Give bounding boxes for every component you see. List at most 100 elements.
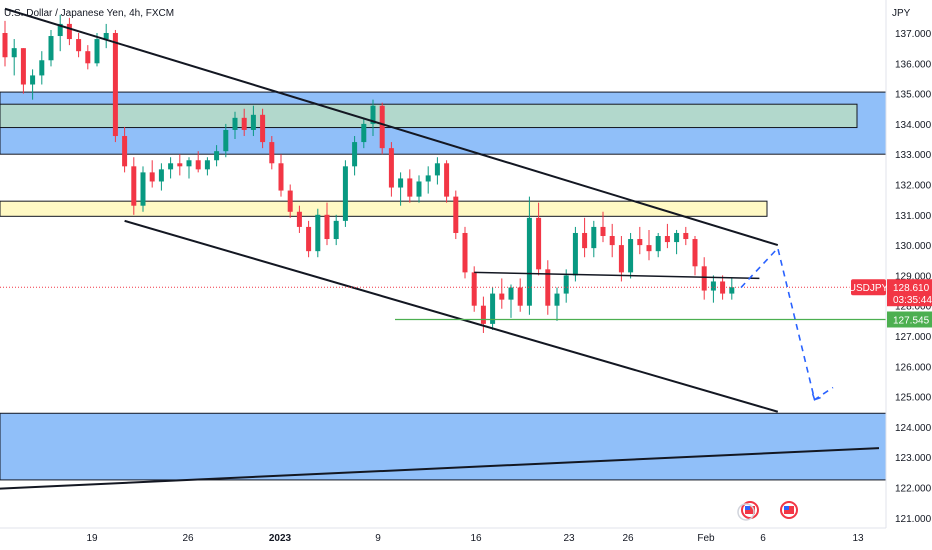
event-icon-canton xyxy=(784,506,789,510)
candle-body xyxy=(195,160,201,170)
candle-body xyxy=(66,23,72,40)
candle-body xyxy=(453,196,459,233)
time-tick-label: 2023 xyxy=(269,533,292,544)
candle-body xyxy=(342,166,348,221)
candle-body xyxy=(536,217,542,270)
candle-body xyxy=(517,287,523,306)
price-tick-label: 124.000 xyxy=(895,423,932,434)
candle-body xyxy=(269,142,275,164)
upper-channel-line[interactable] xyxy=(4,7,779,247)
candle-body xyxy=(2,33,8,58)
candle-body xyxy=(591,226,597,249)
candle-body xyxy=(600,226,606,237)
candle-body xyxy=(425,175,431,182)
price-tick-label: 137.000 xyxy=(895,29,932,40)
candle-body xyxy=(48,36,54,61)
candle-body xyxy=(85,51,91,64)
candle-body xyxy=(30,75,36,85)
candle-body xyxy=(94,39,100,64)
candle-body xyxy=(11,48,17,58)
candle-body xyxy=(710,281,716,291)
candle-body xyxy=(701,266,707,291)
resistance-zone-lower[interactable] xyxy=(0,103,858,129)
candle-body xyxy=(434,163,440,176)
candle-body xyxy=(232,117,238,130)
us-flag-event-icon[interactable] xyxy=(780,501,798,519)
rising-support-line[interactable] xyxy=(0,447,880,490)
candle-body xyxy=(186,160,192,167)
candle-body xyxy=(112,33,118,137)
projection-arrow xyxy=(811,393,821,401)
neckline[interactable] xyxy=(474,271,760,280)
candle-body xyxy=(39,60,45,76)
candle-body xyxy=(76,39,82,52)
candle-body xyxy=(407,178,413,197)
chart-title: U.S. Dollar / Japanese Yen, 4h, FXCM xyxy=(4,8,175,19)
event-icon-shadow xyxy=(737,503,755,521)
candle-body xyxy=(646,245,652,252)
candle-body xyxy=(490,293,496,324)
candle-body xyxy=(223,129,229,152)
candle-body xyxy=(480,305,486,324)
time-tick-label: 26 xyxy=(622,533,634,544)
candle-body xyxy=(287,190,293,212)
time-tick-label: 6 xyxy=(760,533,766,544)
symbol-tag xyxy=(851,279,886,296)
price-tick-label: 128.000 xyxy=(895,302,932,313)
time-tick-label: 26 xyxy=(182,533,194,544)
candle-body xyxy=(149,172,155,182)
candle-body xyxy=(526,217,532,306)
candle-body xyxy=(315,214,321,252)
candle-body xyxy=(296,211,302,227)
candle-body xyxy=(333,220,339,240)
price-tick-label: 127.000 xyxy=(895,332,932,343)
support-price-value: 127.545 xyxy=(893,315,930,326)
candle-body xyxy=(204,160,210,170)
current-price-badge xyxy=(887,279,932,307)
candle-body xyxy=(692,239,698,267)
candle-body xyxy=(582,232,588,249)
candle-body xyxy=(177,163,183,167)
candle-body xyxy=(103,33,109,40)
candle-body xyxy=(324,214,330,240)
lower-channel-line[interactable] xyxy=(124,219,779,413)
projection-path[interactable] xyxy=(740,246,834,401)
price-tick-label: 136.000 xyxy=(895,59,932,70)
candle-body xyxy=(379,105,385,149)
time-tick-label: 9 xyxy=(375,533,381,544)
currency-label: JPY xyxy=(892,8,911,19)
time-tick-label: 16 xyxy=(470,533,482,544)
candle-body xyxy=(683,232,689,240)
demand-zone[interactable] xyxy=(0,412,887,481)
candle-body xyxy=(729,287,735,294)
time-tick-label: 23 xyxy=(563,533,575,544)
candle-body xyxy=(563,275,569,294)
candle-body xyxy=(361,123,367,143)
candle-body xyxy=(508,287,514,300)
price-tick-label: 131.000 xyxy=(895,211,932,222)
time-tick-label: 13 xyxy=(852,533,864,544)
candle-body xyxy=(499,293,505,300)
candle-body xyxy=(241,117,247,130)
candle-body xyxy=(637,239,643,246)
candle-body xyxy=(720,281,726,294)
candle-body xyxy=(370,105,376,124)
candle-body xyxy=(618,245,624,273)
candle-body xyxy=(444,163,450,197)
support-price-badge xyxy=(887,311,932,328)
candle-body xyxy=(674,232,680,243)
candle-body xyxy=(462,232,468,273)
candle-body xyxy=(131,166,137,206)
candle-body xyxy=(278,163,284,191)
price-tick-label: 121.000 xyxy=(895,514,932,525)
candle-body xyxy=(352,142,358,167)
candle-body xyxy=(140,172,146,206)
candle-body xyxy=(655,236,661,252)
candle-body xyxy=(214,151,220,161)
candle-body xyxy=(122,136,128,167)
candle-body xyxy=(168,163,174,170)
pivot-zone[interactable] xyxy=(0,200,768,217)
price-tick-label: 132.000 xyxy=(895,181,932,192)
